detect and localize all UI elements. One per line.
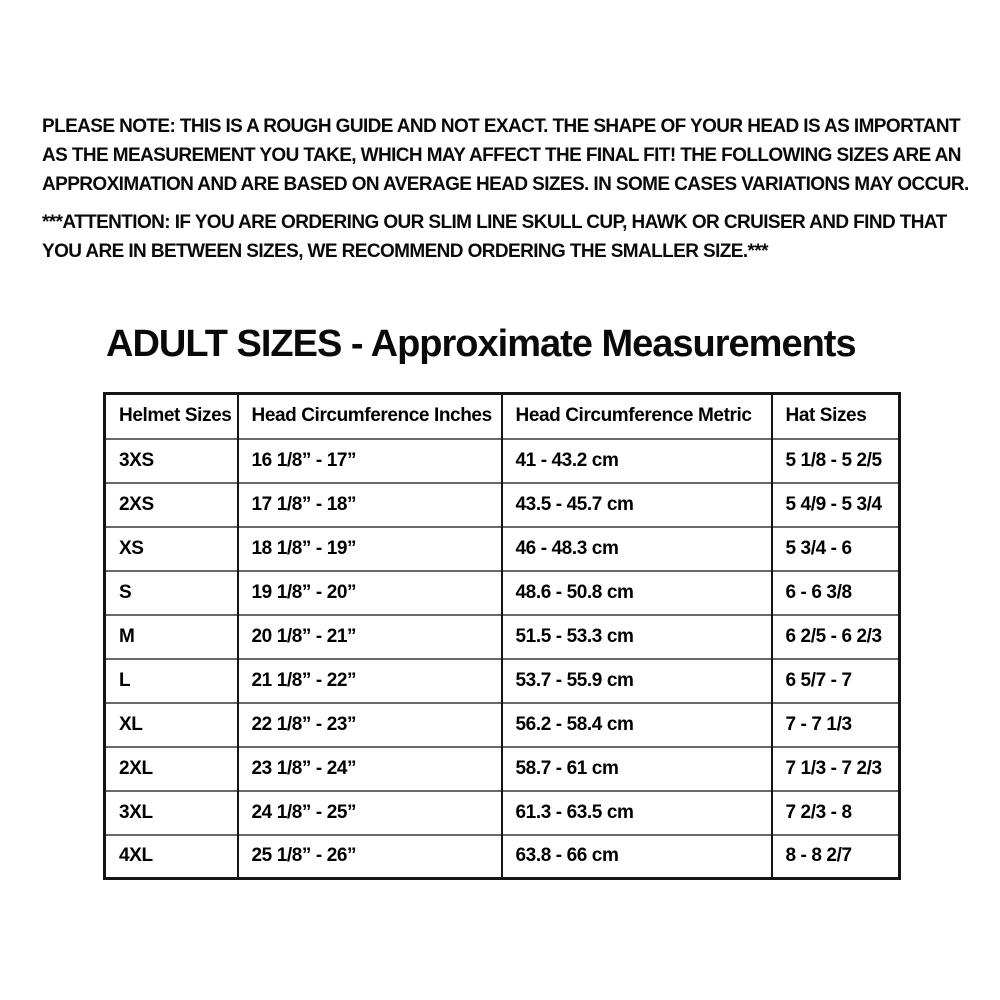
helmet-size-cell: 3XS — [104, 437, 238, 483]
inches-cell: 23 1/8” - 24” — [236, 745, 502, 791]
helmet-size-cell: 2XL — [104, 745, 238, 791]
helmet-size-cell: XL — [104, 701, 238, 747]
table-row: L 21 1/8” - 22” 53.7 - 55.9 cm 6 5/7 - 7 — [104, 657, 900, 703]
table-row: M 20 1/8” - 21” 51.5 - 53.3 cm 6 2/5 - 6… — [104, 613, 900, 659]
hat-size-cell: 8 - 8 2/7 — [770, 833, 900, 879]
table-row: 2XS 17 1/8” - 18” 43.5 - 45.7 cm 5 4/9 -… — [104, 481, 900, 527]
inches-cell: 21 1/8” - 22” — [236, 657, 502, 703]
table-row: XS 18 1/8” - 19” 46 - 48.3 cm 5 3/4 - 6 — [104, 525, 900, 571]
metric-cell: 63.8 - 66 cm — [500, 833, 772, 879]
attention-paragraph: ***ATTENTION: IF YOU ARE ORDERING OUR SL… — [42, 208, 969, 266]
hat-size-cell: 6 2/5 - 6 2/3 — [770, 613, 900, 659]
table-row: 3XL 24 1/8” - 25” 61.3 - 63.5 cm 7 2/3 -… — [104, 789, 900, 835]
metric-cell: 53.7 - 55.9 cm — [500, 657, 772, 703]
disclaimer-notes: PLEASE NOTE: THIS IS A ROUGH GUIDE AND N… — [42, 112, 969, 266]
helmet-size-cell: 3XL — [104, 789, 238, 835]
hat-size-cell: 7 2/3 - 8 — [770, 789, 900, 835]
table-row: 4XL 25 1/8” - 26” 63.8 - 66 cm 8 - 8 2/7 — [104, 833, 900, 879]
inches-cell: 16 1/8” - 17” — [236, 437, 502, 483]
table-row: 2XL 23 1/8” - 24” 58.7 - 61 cm 7 1/3 - 7… — [104, 745, 900, 791]
helmet-size-cell: XS — [104, 525, 238, 571]
header-hat-sizes: Hat Sizes — [770, 393, 900, 439]
header-circumference-inches: Head Circumference Inches — [236, 393, 502, 439]
hat-size-cell: 5 4/9 - 5 3/4 — [770, 481, 900, 527]
inches-cell: 22 1/8” - 23” — [236, 701, 502, 747]
note-line: AS THE MEASUREMENT YOU TAKE, WHICH MAY A… — [42, 145, 962, 166]
metric-cell: 51.5 - 53.3 cm — [500, 613, 772, 659]
note-line: YOU ARE IN BETWEEN SIZES, WE RECOMMEND O… — [42, 241, 769, 262]
hat-size-cell: 6 5/7 - 7 — [770, 657, 900, 703]
metric-cell: 41 - 43.2 cm — [500, 437, 772, 483]
hat-size-cell: 6 - 6 3/8 — [770, 569, 900, 615]
inches-cell: 24 1/8” - 25” — [236, 789, 502, 835]
helmet-size-cell: S — [104, 569, 238, 615]
helmet-size-cell: M — [104, 613, 238, 659]
hat-size-cell: 7 - 7 1/3 — [770, 701, 900, 747]
inches-cell: 20 1/8” - 21” — [236, 613, 502, 659]
note-line: ***ATTENTION: IF YOU ARE ORDERING OUR SL… — [42, 212, 947, 233]
inches-cell: 25 1/8” - 26” — [236, 833, 502, 879]
helmet-size-cell: 2XS — [104, 481, 238, 527]
metric-cell: 58.7 - 61 cm — [500, 745, 772, 791]
helmet-size-cell: 4XL — [104, 833, 238, 879]
inches-cell: 19 1/8” - 20” — [236, 569, 502, 615]
table-row: S 19 1/8” - 20” 48.6 - 50.8 cm 6 - 6 3/8 — [104, 569, 900, 615]
inches-cell: 18 1/8” - 19” — [236, 525, 502, 571]
metric-cell: 48.6 - 50.8 cm — [500, 569, 772, 615]
helmet-size-cell: L — [104, 657, 238, 703]
table-header-row: Helmet Sizes Head Circumference Inches H… — [105, 393, 900, 439]
table-row: XL 22 1/8” - 23” 56.2 - 58.4 cm 7 - 7 1/… — [104, 701, 900, 747]
metric-cell: 56.2 - 58.4 cm — [500, 701, 772, 747]
note-line: APPROXIMATION AND ARE BASED ON AVERAGE H… — [42, 174, 969, 195]
hat-size-cell: 7 1/3 - 7 2/3 — [770, 745, 900, 791]
page-title: ADULT SIZES - Approximate Measurements — [106, 323, 857, 365]
please-note-paragraph: PLEASE NOTE: THIS IS A ROUGH GUIDE AND N… — [42, 112, 969, 199]
table-row: 3XS 16 1/8” - 17” 41 - 43.2 cm 5 1/8 - 5… — [104, 437, 900, 483]
inches-cell: 17 1/8” - 18” — [236, 481, 502, 527]
header-helmet-sizes: Helmet Sizes — [119, 405, 232, 427]
note-line: PLEASE NOTE: THIS IS A ROUGH GUIDE AND N… — [42, 116, 961, 137]
adult-sizes-table: Helmet Sizes Head Circumference Inches H… — [103, 392, 901, 880]
hat-size-cell: 5 1/8 - 5 2/5 — [770, 437, 900, 483]
header-circumference-metric: Head Circumference Metric — [500, 393, 772, 439]
hat-size-cell: 5 3/4 - 6 — [770, 525, 900, 571]
metric-cell: 43.5 - 45.7 cm — [500, 481, 772, 527]
metric-cell: 46 - 48.3 cm — [500, 525, 772, 571]
metric-cell: 61.3 - 63.5 cm — [500, 789, 772, 835]
